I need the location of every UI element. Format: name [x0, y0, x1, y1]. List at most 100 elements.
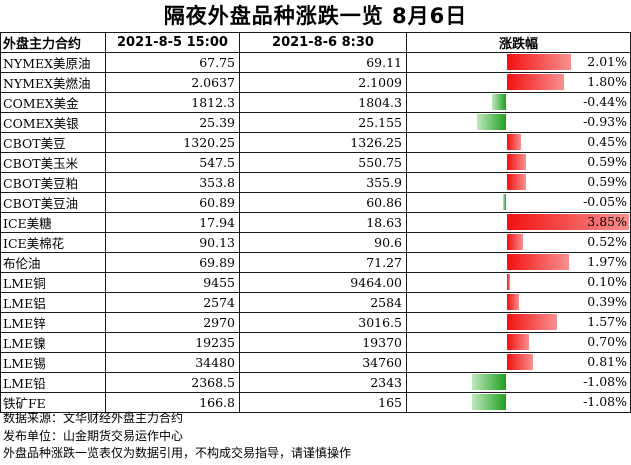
footnotes: 数据来源：文华财经外盘主力合约 发布单位：山金期货交易运作中心 外盘品种涨跌一览…: [3, 410, 351, 463]
price-date-2: 3016.5: [239, 312, 407, 333]
table-row: LME锡 34480 34760 0.81%: [0, 352, 631, 373]
price-date-1: 166.8: [105, 392, 240, 413]
change-bar-down: [503, 194, 506, 210]
table-row: CBOT美豆油 60.89 60.86 -0.05%: [0, 192, 631, 213]
change-value: 0.70%: [587, 334, 627, 349]
contract-name: COMEX美金: [0, 92, 106, 113]
table-row: COMEX美金 1812.3 1804.3 -0.44%: [0, 92, 631, 113]
quote-table: 外盘主力合约 2021-8-5 15:00 2021-8-6 8:30 涨跌幅 …: [0, 32, 631, 413]
change-bar-down: [472, 394, 506, 410]
price-date-2: 90.6: [239, 232, 407, 253]
price-date-1: 547.5: [105, 152, 240, 173]
price-date-1: 2368.5: [105, 372, 240, 393]
contract-name: ICE美糖: [0, 212, 106, 233]
change-value: 1.57%: [587, 314, 627, 329]
price-date-1: 25.39: [105, 112, 240, 133]
contract-name: ICE美棉花: [0, 232, 106, 253]
price-date-2: 25.155: [239, 112, 407, 133]
change-value: 2.01%: [587, 54, 627, 69]
change-bar-up: [507, 334, 529, 350]
change-value: -1.08%: [583, 394, 627, 409]
change-value: -0.93%: [583, 114, 627, 129]
table-row: LME铜 9455 9464.00 0.10%: [0, 272, 631, 293]
change-value: 0.10%: [587, 274, 627, 289]
change-bar-up: [507, 174, 526, 190]
header-date-1: 2021-8-5 15:00: [105, 32, 240, 53]
change-value: -1.08%: [583, 374, 627, 389]
contract-name: 铁矿FE: [0, 392, 106, 413]
table-row: LME锌 2970 3016.5 1.57%: [0, 312, 631, 333]
change-bar-up: [507, 234, 523, 250]
change-cell: 0.70%: [406, 332, 631, 353]
change-bar-up: [507, 74, 564, 90]
table-row: NYMEX美燃油 2.0637 2.1009 1.80%: [0, 72, 631, 93]
note-source: 数据来源：文华财经外盘主力合约: [3, 411, 184, 425]
table-row: LME铅 2368.5 2343 -1.08%: [0, 372, 631, 393]
price-date-1: 67.75: [105, 52, 240, 73]
change-bar-up: [507, 154, 526, 170]
price-date-2: 2343: [239, 372, 407, 393]
price-date-2: 60.86: [239, 192, 407, 213]
change-bar-up: [507, 214, 629, 230]
change-bar-up: [507, 134, 521, 150]
price-date-1: 2.0637: [105, 72, 240, 93]
contract-name: LME锡: [0, 352, 106, 373]
change-cell: 0.52%: [406, 232, 631, 253]
change-cell: 0.59%: [406, 172, 631, 193]
price-date-2: 550.75: [239, 152, 407, 173]
price-date-1: 2574: [105, 292, 240, 313]
price-date-1: 9455: [105, 272, 240, 293]
table-row: LME镍 19235 19370 0.70%: [0, 332, 631, 353]
contract-name: 布伦油: [0, 252, 106, 273]
price-date-1: 353.8: [105, 172, 240, 193]
contract-name: CBOT美豆: [0, 132, 106, 153]
price-date-1: 2970: [105, 312, 240, 333]
change-value: -0.44%: [583, 94, 627, 109]
change-value: 0.39%: [587, 294, 627, 309]
change-bar-up: [507, 54, 571, 70]
change-cell: 3.85%: [406, 212, 631, 233]
change-bar-up: [507, 314, 557, 330]
change-value: 0.52%: [587, 234, 627, 249]
table-row: CBOT美豆粕 353.8 355.9 0.59%: [0, 172, 631, 193]
change-cell: -0.44%: [406, 92, 631, 113]
contract-name: NYMEX美燃油: [0, 72, 106, 93]
change-value: 0.45%: [587, 134, 627, 149]
change-bar-down: [477, 114, 506, 130]
table-row: 布伦油 69.89 71.27 1.97%: [0, 252, 631, 273]
contract-name: CBOT美玉米: [0, 152, 106, 173]
change-value: 0.59%: [587, 174, 627, 189]
price-date-2: 2584: [239, 292, 407, 313]
contract-name: LME镍: [0, 332, 106, 353]
price-date-2: 19370: [239, 332, 407, 353]
header-date-2: 2021-8-6 8:30: [239, 32, 407, 53]
contract-name: COMEX美银: [0, 112, 106, 133]
change-value: -0.05%: [583, 194, 627, 209]
price-date-2: 69.11: [239, 52, 407, 73]
change-bar-up: [507, 274, 510, 290]
table-row: ICE美糖 17.94 18.63 3.85%: [0, 212, 631, 233]
note-disclaimer: 外盘品种涨跌一览表仅为数据引用，不构成交易指导，请谨慎操作: [3, 446, 352, 460]
change-bar-down: [472, 374, 506, 390]
change-cell: 0.45%: [406, 132, 631, 153]
price-date-2: 9464.00: [239, 272, 407, 293]
change-value: 3.85%: [587, 214, 627, 229]
price-date-1: 34480: [105, 352, 240, 373]
change-cell: 1.80%: [406, 72, 631, 93]
price-date-2: 18.63: [239, 212, 407, 233]
contract-name: CBOT美豆油: [0, 192, 106, 213]
table-header-row: 外盘主力合约 2021-8-5 15:00 2021-8-6 8:30 涨跌幅: [0, 32, 631, 53]
page-title: 隔夜外盘品种涨跌一览 8月6日: [163, 4, 468, 28]
price-date-2: 34760: [239, 352, 407, 373]
price-date-1: 1812.3: [105, 92, 240, 113]
change-bar-up: [507, 354, 533, 370]
table-row: CBOT美豆 1320.25 1326.25 0.45%: [0, 132, 631, 153]
contract-name: LME铝: [0, 292, 106, 313]
table-row: ICE美棉花 90.13 90.6 0.52%: [0, 232, 631, 253]
contract-name: CBOT美豆粕: [0, 172, 106, 193]
table-body: NYMEX美原油 67.75 69.11 2.01% NYMEX美燃油 2.0637 2.1…: [0, 52, 631, 413]
table-row: NYMEX美原油 67.75 69.11 2.01%: [0, 52, 631, 73]
change-bar-up: [507, 254, 569, 270]
price-date-1: 19235: [105, 332, 240, 353]
